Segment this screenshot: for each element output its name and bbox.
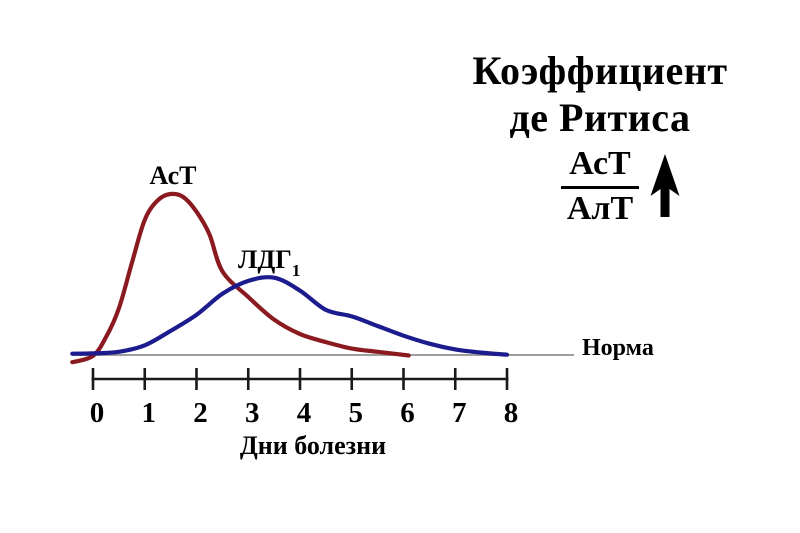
fraction-bar xyxy=(561,186,639,189)
ratio-numerator: АсТ xyxy=(569,145,631,182)
title-line-2: де Ритиса xyxy=(509,95,691,140)
ast-curve xyxy=(70,191,411,365)
x-tick-label-text: 6 xyxy=(400,397,415,429)
x-axis-tick-labels: 0 1 2 3 4 5 6 7 8 xyxy=(90,397,519,429)
ratio-denominator: АлТ xyxy=(566,190,634,227)
chart-title: Коэффициент де Ритиса xyxy=(420,47,780,141)
x-tick-label-text: 0 xyxy=(89,397,105,429)
title-line-1: Коэффициент xyxy=(472,48,728,93)
x-axis-ticks xyxy=(91,368,509,390)
x-tick-label-text: 8 xyxy=(503,397,519,429)
ldh1-curve xyxy=(70,275,510,357)
ldh1-curve-label-text: ЛДГ xyxy=(238,245,292,274)
x-tick-label-text: 3 xyxy=(245,397,260,429)
x-tick-label-text: 4 xyxy=(296,397,312,429)
norm-label: Норма xyxy=(582,335,654,361)
x-tick-label-text: 5 xyxy=(348,397,364,429)
ldh1-subscript: 1 xyxy=(291,261,301,280)
x-axis-title: Дни болезни xyxy=(239,431,387,460)
x-tick-label-text: 1 xyxy=(141,397,157,429)
ast-curve-label: АсТ xyxy=(149,161,197,190)
x-tick-label-text: 7 xyxy=(452,397,467,429)
ratio-fraction: АсТ АлТ xyxy=(545,146,655,227)
ldh1-curve-label: ЛДГ1 xyxy=(238,245,300,281)
x-tick-label-text: 2 xyxy=(193,397,208,429)
increase-arrow-icon xyxy=(650,154,680,217)
